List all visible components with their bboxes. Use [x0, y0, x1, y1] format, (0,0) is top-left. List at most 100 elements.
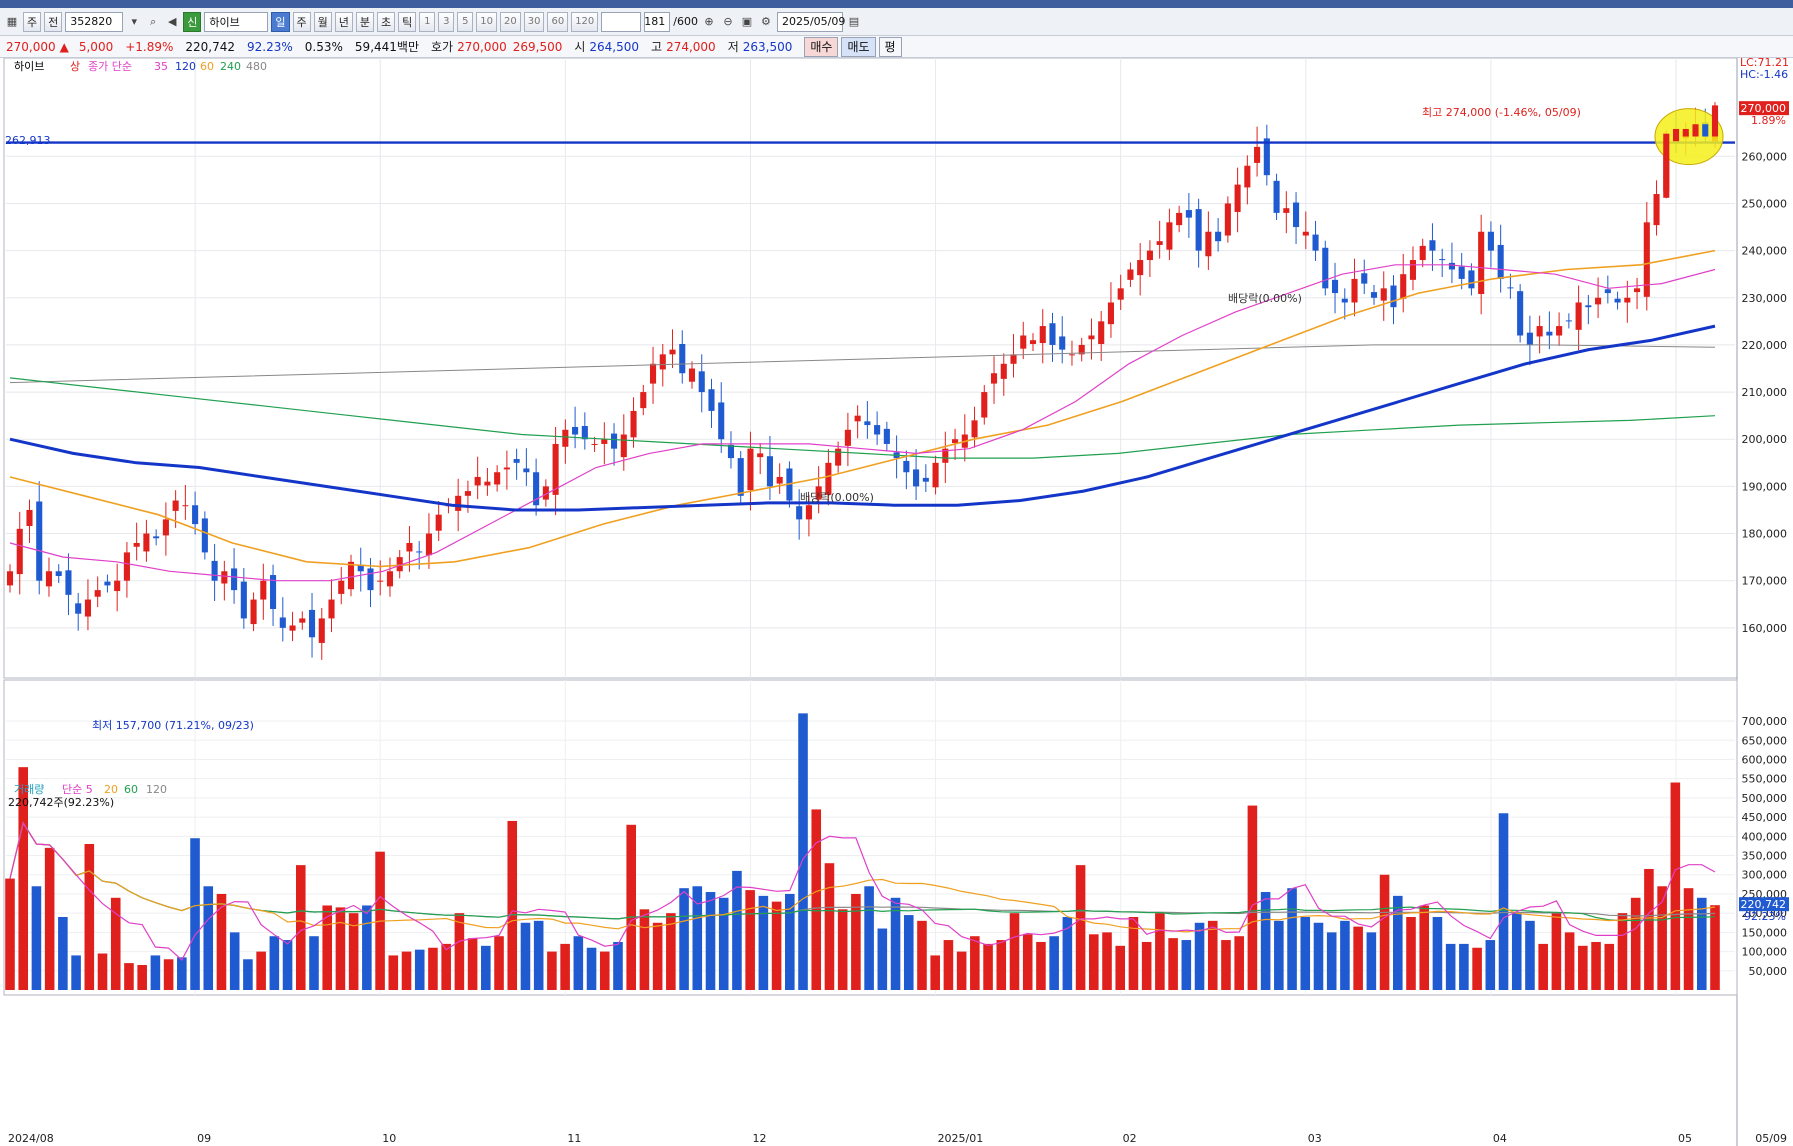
- candle-body: [620, 434, 627, 458]
- candle-body: [708, 389, 715, 411]
- tab-minute[interactable]: 분: [355, 11, 374, 32]
- candle-body: [1068, 354, 1076, 356]
- vol-ma20-line: [9, 821, 1716, 933]
- candle-body: [474, 476, 481, 486]
- candle-body: [1176, 212, 1183, 226]
- candle-body: [922, 477, 929, 482]
- candle-body: [1595, 297, 1602, 305]
- tab-year[interactable]: 년: [334, 11, 353, 32]
- candle-body: [1458, 266, 1465, 279]
- price-tick-label: 230,000: [1742, 292, 1788, 305]
- legend-ma-35: 35: [154, 60, 168, 73]
- volume-bar: [1578, 945, 1588, 990]
- code-input[interactable]: 352820: [65, 11, 124, 32]
- interval-120[interactable]: 120: [571, 11, 599, 32]
- candle-body: [75, 603, 82, 614]
- price-grid: [3, 58, 1738, 1146]
- interval-10[interactable]: 10: [476, 11, 497, 32]
- candle-body: [211, 560, 218, 581]
- volume-bar: [652, 922, 663, 990]
- prev-button[interactable]: 전: [44, 11, 63, 32]
- period-button[interactable]: 주: [23, 11, 42, 32]
- candle-body: [1020, 335, 1027, 349]
- highlight-ellipse: [1654, 108, 1724, 166]
- interval-custom-input[interactable]: [601, 11, 642, 32]
- date-input[interactable]: 2025/05/09: [776, 11, 845, 32]
- interval-5[interactable]: 5: [457, 11, 474, 32]
- volume-bar: [1657, 886, 1667, 990]
- candle-body: [1614, 298, 1621, 303]
- stock-name-field[interactable]: 하이브: [204, 11, 269, 32]
- candle-body: [270, 575, 277, 609]
- interval-20[interactable]: 20: [499, 11, 521, 32]
- volume-bar: [1247, 805, 1258, 990]
- candle-body: [260, 580, 267, 600]
- candle-body: [162, 519, 169, 536]
- candle-body: [611, 433, 618, 449]
- candle-body: [533, 472, 540, 506]
- eval-button[interactable]: 평: [878, 36, 902, 57]
- chart-menu-icon[interactable]: ▦: [6, 15, 18, 28]
- volume-bar: [1009, 913, 1020, 990]
- current-volume-pct: 92.23%: [1744, 910, 1786, 923]
- volume-bar: [309, 936, 319, 990]
- speaker-icon[interactable]: ◀: [168, 15, 177, 28]
- tab-week[interactable]: 주: [292, 11, 311, 32]
- interval-1[interactable]: 1: [419, 11, 436, 32]
- volume-bar: [1102, 932, 1112, 990]
- x-tick-label: 03: [1308, 1132, 1322, 1145]
- ma120-line: [9, 324, 1716, 512]
- volume-bar: [811, 809, 822, 990]
- count-input[interactable]: 181: [644, 11, 671, 32]
- buy-button[interactable]: 매수: [804, 36, 839, 57]
- candle-body: [1078, 344, 1085, 355]
- sell-button[interactable]: 매도: [841, 36, 876, 57]
- search-icon[interactable]: ⌕: [150, 14, 157, 28]
- candle-body: [16, 528, 23, 575]
- candle-body: [503, 467, 510, 470]
- tab-tick[interactable]: 틱: [398, 11, 417, 32]
- candle-body: [386, 571, 394, 587]
- volume-bar: [1128, 917, 1139, 990]
- tab-month[interactable]: 월: [313, 11, 332, 32]
- volume-bar: [1644, 868, 1654, 990]
- candle-body: [318, 618, 325, 643]
- candle-body: [1029, 340, 1037, 344]
- tab-second[interactable]: 초: [377, 11, 396, 32]
- volume-bar: [454, 913, 465, 990]
- volume-legend-name: 거래량: [14, 783, 44, 796]
- interval-30[interactable]: 30: [523, 11, 545, 32]
- current-volume-label: 220,742: [1741, 898, 1787, 911]
- calendar-icon[interactable]: ▤: [848, 15, 860, 28]
- save-icon[interactable]: ▣: [741, 15, 753, 28]
- volume-tick-label: 50,000: [1749, 965, 1788, 978]
- candle-body: [94, 590, 101, 597]
- current-price-box: [1739, 101, 1789, 116]
- gear-icon[interactable]: ⚙: [761, 15, 771, 28]
- volume-bar: [441, 943, 451, 990]
- tab-day[interactable]: 일: [271, 11, 290, 32]
- zoom-in-icon[interactable]: ⊕: [704, 15, 714, 28]
- candle-body: [1059, 336, 1066, 350]
- volume-bar: [732, 870, 742, 990]
- volume-bar: [388, 955, 399, 990]
- candle-body: [669, 349, 676, 355]
- candle-body: [776, 476, 783, 484]
- volume-bar: [137, 965, 147, 990]
- price-volume-chart[interactable]: 160,000 170,000 180,000 190,000 200,000 210,0…: [0, 58, 1793, 1146]
- quote-bar: 270,000 ▲ 5,000 +1.89% 220,742 92.23% 0.…: [0, 36, 1793, 58]
- volume-bar: [1340, 920, 1350, 990]
- candle-body: [1507, 287, 1514, 289]
- candle-body: [1448, 262, 1455, 270]
- candle-body: [698, 371, 705, 393]
- interval-3[interactable]: 3: [438, 11, 455, 32]
- candle-body: [903, 460, 910, 473]
- interval-60[interactable]: 60: [547, 11, 569, 32]
- volume-bar: [5, 878, 15, 990]
- candle-body: [844, 429, 851, 446]
- dropdown-icon[interactable]: ▾: [131, 15, 138, 28]
- candle-body: [104, 581, 111, 586]
- volume-bar: [1141, 941, 1152, 990]
- volume-bar: [58, 917, 68, 990]
- zoom-out-icon[interactable]: ⊖: [723, 15, 733, 28]
